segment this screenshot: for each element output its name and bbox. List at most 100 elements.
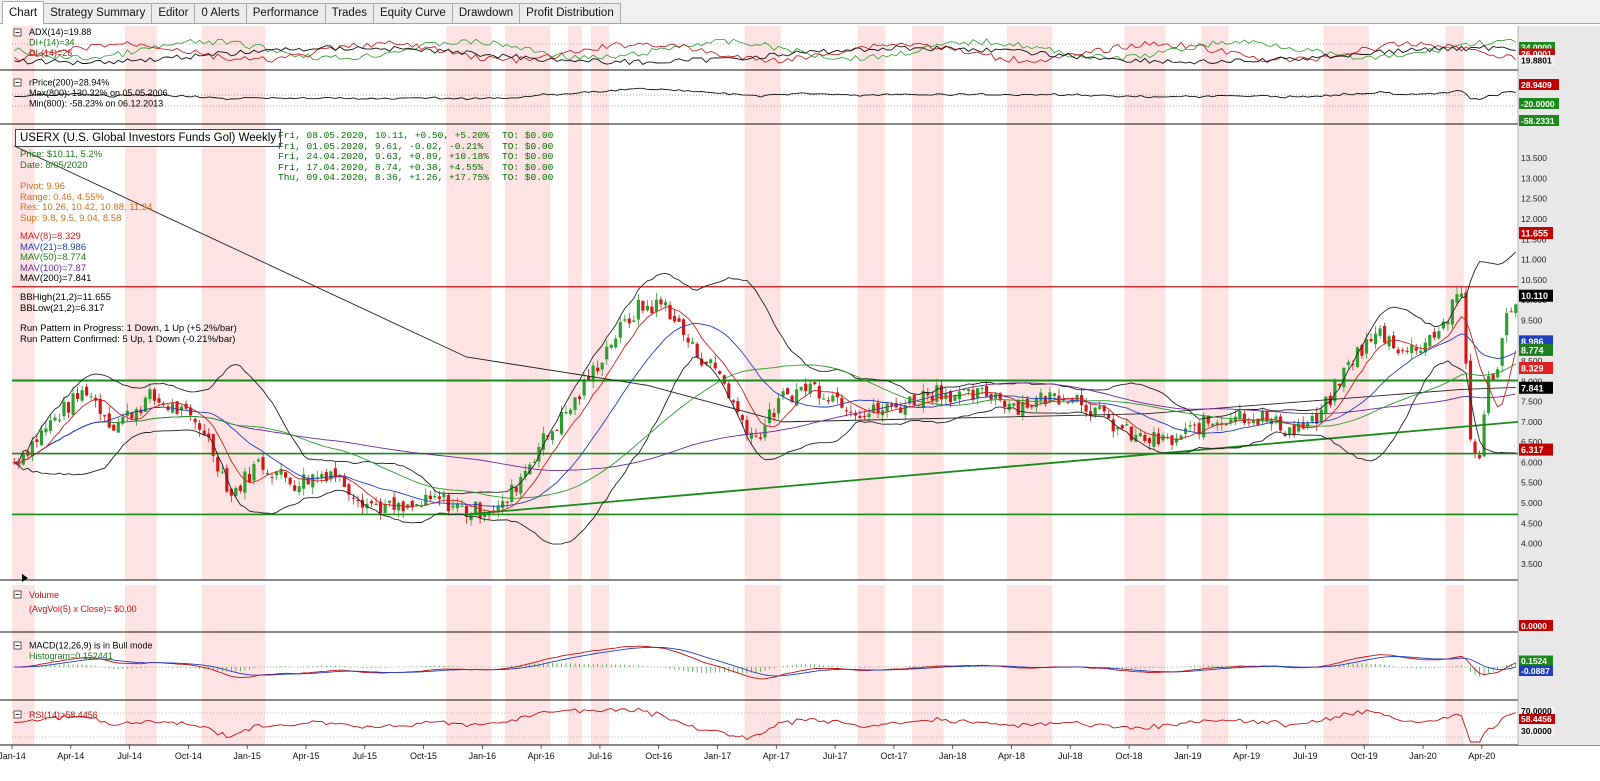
- pivot-info: Pivot: 9.96 Range: 0.46, 4.55% Res: 10.26,…: [20, 181, 152, 224]
- recent-bars-list: Fri, 08.05.2020, 10.11, +0.50, +5.20% TO…: [278, 130, 554, 184]
- bb-low-label: BBLow(21,2)=6.317: [20, 302, 105, 314]
- rsi-axis-badge: [1519, 706, 1555, 716]
- shade-band: [568, 26, 582, 580]
- rprice-axis-label: -58.2331: [1521, 116, 1555, 126]
- candle-body: [921, 390, 925, 408]
- rsi-axis-badge: [1519, 714, 1555, 724]
- candle-body: [858, 416, 862, 419]
- candle-body: [862, 416, 867, 418]
- candle-body: [247, 473, 252, 482]
- candle-body: [1052, 393, 1057, 396]
- candle-body: [763, 425, 767, 438]
- candle-body: [1012, 403, 1016, 406]
- tab-editor[interactable]: Editor: [151, 3, 196, 23]
- candle-body: [1383, 326, 1387, 343]
- recent-bar-row: Fri, 08.05.2020, 10.11, +0.50, +5.20% TO…: [278, 130, 554, 141]
- candle-body: [871, 404, 876, 413]
- tab-profit-distribution[interactable]: Profit Distribution: [519, 3, 621, 23]
- candle-body: [776, 398, 781, 414]
- x-axis-label: Apr-20: [1468, 751, 1495, 761]
- candle-body: [1184, 428, 1188, 434]
- volume-axis-label: 0.0000: [1521, 621, 1547, 631]
- tab-strategy-summary[interactable]: Strategy Summary: [43, 3, 153, 23]
- candle-body: [514, 487, 518, 492]
- candle-body: [908, 396, 912, 404]
- candle-body: [727, 383, 731, 399]
- rsi-axis-badge: [1519, 726, 1555, 736]
- candle-body: [270, 477, 274, 479]
- candle-body: [596, 367, 600, 372]
- adx-axis-badge: [1519, 55, 1555, 66]
- candle-body: [437, 496, 441, 499]
- chart-canvas[interactable]: 13.500 13.000 12.500 12.000 11.500 11.000 10.5…: [0, 24, 1600, 781]
- adx-line: [14, 45, 1516, 66]
- candle-body: [1432, 331, 1436, 338]
- candle-body: [1034, 397, 1038, 408]
- candle-body: [1274, 416, 1278, 420]
- candle-body: [483, 514, 487, 517]
- candle-body: [1315, 413, 1319, 424]
- candle-body: [121, 416, 125, 424]
- candle-body: [1437, 331, 1441, 339]
- avg-volume-label: (AvgVol(5) x Close)= $0.00: [29, 604, 137, 614]
- candle-body: [125, 410, 129, 416]
- shade-band: [446, 26, 492, 580]
- candle-body: [944, 393, 948, 400]
- candle-body: [98, 398, 102, 415]
- run-pattern-confirmed: Run Pattern Confirmed: 5 Up, 1 Down (-0.…: [20, 333, 236, 345]
- candle-body: [1003, 400, 1007, 408]
- candle-body: [1378, 328, 1382, 336]
- candle-body: [844, 410, 848, 412]
- price-axis-tick: 4.000: [1521, 539, 1543, 549]
- tab-drawdown[interactable]: Drawdown: [451, 3, 521, 23]
- candle-body: [1428, 335, 1432, 347]
- di-plus-label: DI+(14)=34: [29, 38, 75, 48]
- x-axis-label: Oct-14: [175, 751, 202, 761]
- candle-body: [419, 506, 423, 508]
- tab-equity-curve[interactable]: Equity Curve: [372, 3, 453, 23]
- run-pattern-info: Run Pattern in Progress: 1 Down, 1 Up (+…: [20, 323, 237, 345]
- shade-band: [1445, 26, 1464, 580]
- candle-body: [410, 500, 414, 508]
- candle-body: [75, 392, 80, 400]
- candle-body: [1446, 321, 1450, 325]
- candle-body: [899, 407, 903, 413]
- tab-chart[interactable]: Chart: [2, 1, 45, 24]
- shade-band: [857, 585, 885, 745]
- candle-body: [1496, 369, 1500, 378]
- tab-trades[interactable]: Trades: [324, 3, 374, 23]
- candle-body: [1238, 411, 1242, 420]
- price-axis-badge: [1519, 227, 1553, 240]
- candle-body: [492, 510, 496, 512]
- pivot-support: Sup: 9.8, 9.5, 9.04, 8.58: [20, 212, 122, 224]
- rprice-axis-label: 28.9409: [1521, 80, 1552, 90]
- price-axis-tick: 10.500: [1521, 275, 1547, 285]
- price-axis-tick: 5.500: [1521, 478, 1543, 488]
- rprice-label: rPrice(200)=28.94%: [29, 78, 109, 88]
- candle-body: [532, 461, 536, 463]
- recent-bar-row: Fri, 01.05.2020, 9.61, -0.02, -0.21% TO:…: [278, 140, 554, 152]
- trend-line: [466, 420, 1519, 516]
- candle-body: [464, 505, 469, 517]
- rprice-axis-badge: [1519, 98, 1559, 109]
- candle-body: [600, 362, 604, 370]
- shade-band: [12, 26, 35, 580]
- mav200-line: [14, 145, 1516, 423]
- tab-alerts[interactable]: 0 Alerts: [194, 3, 247, 23]
- candle-body: [903, 405, 907, 415]
- candle-body: [284, 472, 288, 478]
- x-axis-label: Oct-17: [880, 751, 907, 761]
- candle-body: [1075, 395, 1079, 402]
- candle-body: [80, 390, 84, 401]
- candle-body: [1143, 435, 1147, 442]
- candle-body: [1509, 311, 1513, 313]
- play-triangle-icon[interactable]: [22, 574, 28, 582]
- macd-histogram-label: Histogram=0.152441: [29, 651, 113, 661]
- candle-body: [473, 501, 478, 514]
- candle-body: [446, 494, 451, 512]
- price-axis-tick: 6.000: [1521, 457, 1543, 467]
- candle-body: [523, 470, 527, 477]
- shade-band: [446, 585, 492, 745]
- candle-body: [1514, 304, 1518, 313]
- tab-performance[interactable]: Performance: [245, 3, 326, 23]
